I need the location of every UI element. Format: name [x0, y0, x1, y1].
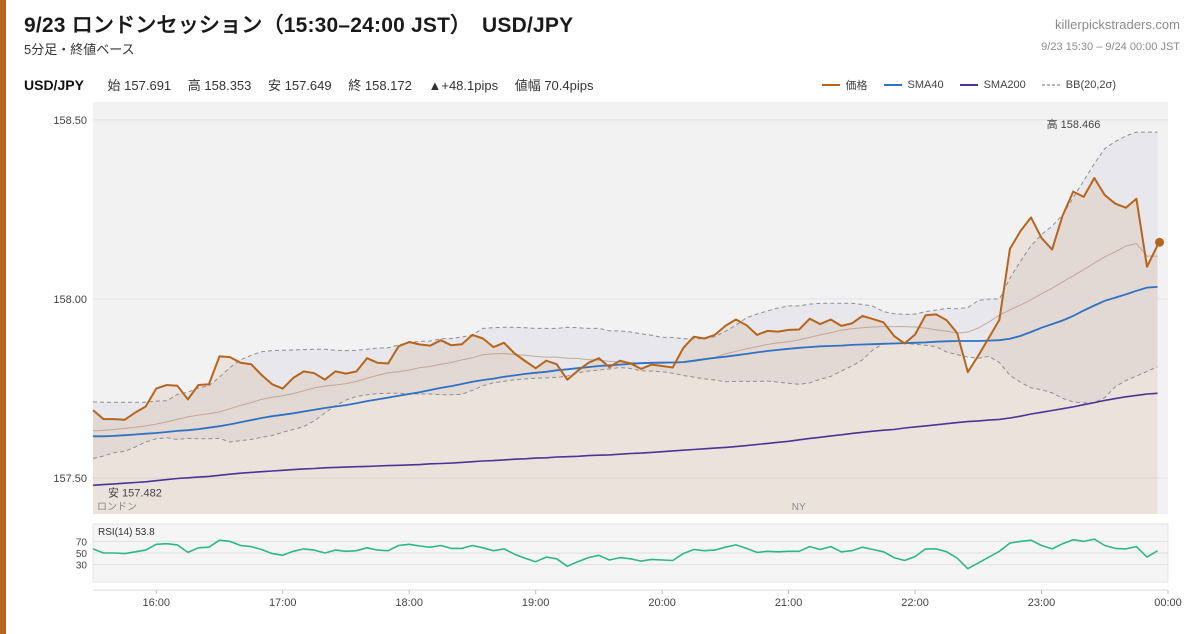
- legend-label-sma200: SMA200: [983, 79, 1026, 91]
- rsi-tick-label-0: 70: [76, 537, 88, 548]
- rsi-line: [92, 538, 1158, 570]
- x-tick-label-3: 19:00: [522, 597, 550, 609]
- rsi-tick-label-1: 50: [76, 549, 88, 560]
- page-subtitle: 5分足・終値ベース: [24, 42, 135, 57]
- accent-bar: [0, 0, 6, 634]
- last-price-dot: [1155, 237, 1165, 247]
- page-title: 9/23 ロンドンセッション（15:30–24:00 JST） USD/JPY: [24, 14, 574, 37]
- high-annotation: 高 158.466: [1047, 117, 1101, 131]
- legend-label-sma40: SMA40: [907, 79, 944, 91]
- legend-swatch-sma40: [883, 84, 902, 86]
- stat-range: 値幅 70.4pips: [514, 78, 594, 93]
- stat-change: ▲+48.1pips: [428, 78, 499, 93]
- sma40-line: [93, 286, 1158, 438]
- x-tick-label-7: 23:00: [1028, 597, 1056, 609]
- legend-label-price: 価格: [845, 80, 868, 92]
- legend-swatch-price: [821, 84, 840, 86]
- pair-label: USD/JPY: [24, 77, 84, 93]
- x-tick-label-4: 20:00: [648, 597, 676, 609]
- date-range-label: 9/23 15:30 – 9/24 00:00 JST: [1041, 41, 1180, 53]
- y-tick-label-1: 158.00: [53, 294, 87, 306]
- stat-high: 高 158.353: [187, 78, 252, 93]
- source-label: killerpickstraders.com: [1055, 17, 1180, 32]
- rsi-tick-label-2: 30: [76, 561, 88, 572]
- low-annotation: 安 157.482: [108, 486, 162, 500]
- y-tick-label-0: 158.50: [53, 115, 87, 127]
- legend-swatch-bb: [1041, 84, 1060, 86]
- stat-close: 終 158.172: [348, 78, 412, 93]
- x-tick-label-2: 18:00: [395, 597, 423, 609]
- x-tick-label-1: 17:00: [269, 597, 297, 609]
- chart-legend: 価格 SMA40 SMA200 BB(20,2σ): [821, 77, 1116, 93]
- legend-item-sma40[interactable]: SMA40: [883, 79, 944, 91]
- stats-bar: USD/JPY 始 157.691 高 158.353 安 157.649 終 …: [24, 75, 606, 94]
- sma200-line: [92, 392, 1158, 487]
- bb-upper-line: [92, 131, 1158, 403]
- y-tick-label-2: 157.50: [53, 473, 87, 485]
- rsi-label: RSI(14) 53.8: [98, 527, 155, 538]
- london-session-label: ロンドン: [97, 502, 137, 513]
- legend-label-bb: BB(20,2σ): [1065, 79, 1116, 91]
- stat-low: 安 157.649: [268, 78, 332, 93]
- legend-item-sma200[interactable]: SMA200: [959, 79, 1026, 91]
- ny-session-label: NY: [792, 502, 806, 513]
- bb-lower-line: [92, 342, 1158, 459]
- x-tick-label-0: 16:00: [142, 597, 170, 609]
- stat-open: 始 157.691: [107, 78, 172, 93]
- legend-swatch-sma200: [959, 84, 978, 86]
- legend-item-price[interactable]: 価格: [821, 77, 868, 93]
- x-tick-label-8: 00:00: [1154, 597, 1182, 609]
- x-tick-label-5: 21:00: [775, 597, 803, 609]
- x-tick-label-6: 22:00: [901, 597, 929, 609]
- price-line: [92, 177, 1159, 421]
- legend-item-bb[interactable]: BB(20,2σ): [1041, 79, 1116, 91]
- bollinger-band-fill: [93, 132, 1158, 459]
